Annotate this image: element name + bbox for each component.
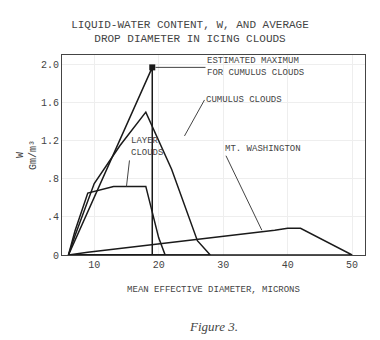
svg-text:1.2: 1.2 (41, 136, 59, 147)
svg-text:.4: .4 (47, 212, 59, 223)
svg-text:LIQUID-WATER CONTENT, W, AND A: LIQUID-WATER CONTENT, W, AND AVERAGEDROP… (71, 19, 309, 45)
svg-text:MT. WASHINGTON: MT. WASHINGTON (225, 144, 301, 154)
svg-text:30: 30 (217, 260, 229, 271)
svg-text:Figure 3.: Figure 3. (189, 319, 238, 334)
svg-text:LAYERCLOUDS: LAYERCLOUDS (131, 136, 163, 158)
svg-text:10: 10 (88, 260, 100, 271)
svg-text:2.0: 2.0 (41, 60, 59, 71)
svg-text:.8: .8 (47, 174, 59, 185)
svg-text:MEAN EFFECTIVE DIAMETER, MICRO: MEAN EFFECTIVE DIAMETER, MICRONS (127, 285, 300, 295)
svg-text:40: 40 (282, 260, 294, 271)
svg-text:CUMULUS CLOUDS: CUMULUS CLOUDS (206, 95, 282, 105)
svg-text:WGm/m³: WGm/m³ (15, 140, 39, 170)
svg-text:ESTIMATED MAXIMUMFOR CUMULUS C: ESTIMATED MAXIMUMFOR CUMULUS CLOUDS (207, 56, 304, 78)
svg-text:0: 0 (53, 251, 59, 262)
svg-text:50: 50 (346, 260, 358, 271)
svg-text:1.6: 1.6 (41, 98, 59, 109)
svg-text:20: 20 (153, 260, 165, 271)
